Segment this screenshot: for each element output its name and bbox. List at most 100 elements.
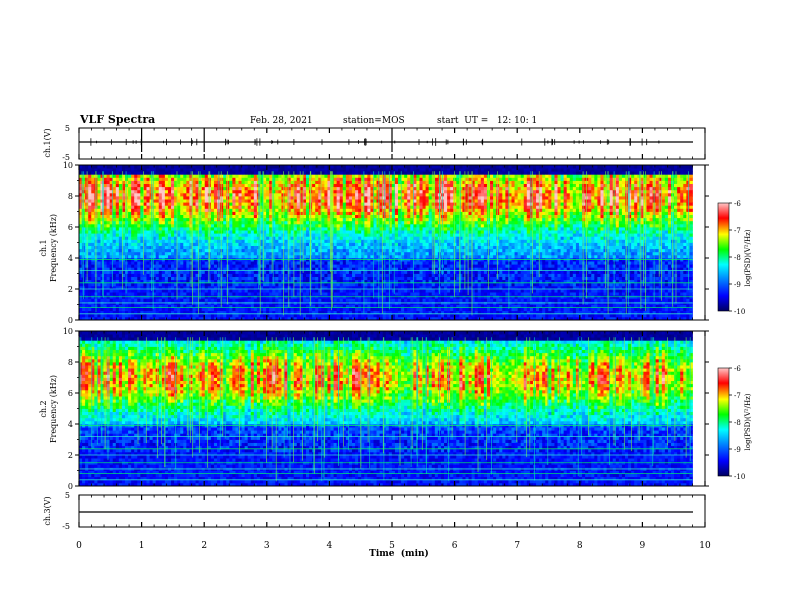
- spectrogram-cell: [278, 276, 282, 281]
- spectrogram-cell: [109, 261, 114, 265]
- spectrogram-cell: [370, 292, 374, 296]
- spectrogram-cell: [158, 251, 163, 256]
- spectrogram-cell: [269, 233, 273, 237]
- spectrogram-cell: [315, 313, 319, 318]
- spectrogram-cell: [256, 289, 261, 293]
- spectrogram-cell: [88, 230, 92, 234]
- spectrogram-cell: [131, 264, 135, 268]
- spectrogram-cell: [241, 273, 246, 277]
- figure-title: VLF Spectra: [79, 113, 155, 126]
- spectrogram-cell: [290, 208, 295, 212]
- spectrogram-cell: [183, 208, 187, 212]
- spectrogram-cell: [146, 254, 150, 259]
- spectrogram-cell: [174, 298, 178, 302]
- spectrogram-cell: [146, 186, 150, 191]
- spectrogram-cell: [269, 220, 273, 225]
- spectrogram-cell: [299, 192, 304, 197]
- spectrogram-cell: [161, 236, 166, 240]
- spectrogram-cell: [213, 168, 218, 172]
- spectrogram-cell: [247, 273, 252, 277]
- spectrogram-cell: [358, 168, 362, 172]
- spectrogram-cell: [376, 254, 381, 259]
- spectrogram-cell: [299, 217, 304, 222]
- spectrogram-cell: [302, 180, 307, 184]
- spectrogram-cell: [146, 285, 150, 290]
- spectrogram-cell: [272, 186, 276, 191]
- spectrogram-cell: [229, 205, 233, 209]
- spectrogram-cell: [241, 270, 246, 274]
- spectrogram-cell: [272, 276, 276, 281]
- spectrogram-cell: [161, 174, 166, 178]
- spectrogram-cell: [103, 196, 108, 200]
- spectrogram-cell: [201, 189, 206, 194]
- spectrogram-cell: [315, 298, 319, 302]
- spectrogram-cell: [180, 298, 184, 302]
- spectrogram-cell: [97, 316, 101, 321]
- spectrogram-cell: [247, 245, 252, 250]
- spectrogram-cell: [302, 186, 307, 191]
- spectrogram-cell: [180, 211, 184, 215]
- spectrogram-cell: [213, 254, 218, 259]
- spectrogram-cell: [302, 267, 307, 271]
- spectrogram-cell: [177, 292, 181, 296]
- spectrogram-cell: [364, 233, 368, 237]
- spectrogram-cell: [355, 239, 359, 243]
- spectrogram-cell: [121, 273, 126, 277]
- spectrogram-cell: [355, 267, 359, 271]
- spectrogram-cell: [232, 180, 236, 184]
- spectrogram-cell: [278, 220, 282, 225]
- spectrogram-cell: [121, 227, 126, 231]
- spectrogram-cell: [373, 196, 377, 200]
- spectrogram-cell: [100, 292, 104, 296]
- spectrogram-cell: [272, 292, 276, 296]
- spectrogram-cell: [118, 205, 123, 209]
- spectrogram-cell: [358, 289, 362, 293]
- spectrogram-cell: [321, 251, 325, 256]
- spectrogram-cell: [183, 199, 187, 203]
- spectrogram-cell: [109, 310, 114, 315]
- spectrogram-cell: [134, 239, 138, 243]
- spectrogram-cell: [88, 289, 92, 293]
- spectrogram-cell: [79, 310, 83, 315]
- spectrogram-cell: [263, 313, 267, 318]
- spectrogram-cell: [88, 236, 92, 240]
- spectrogram-cell: [232, 223, 236, 228]
- spectrogram-cell: [244, 289, 249, 293]
- spectrogram-cell: [100, 279, 104, 284]
- spectrogram-cell: [115, 267, 120, 271]
- spectrogram-cell: [376, 208, 381, 212]
- spectrogram-cell: [272, 270, 276, 274]
- spectrogram-cell: [229, 304, 233, 308]
- spectrogram-cell: [201, 316, 206, 321]
- spectrogram-cell: [235, 165, 239, 169]
- spectrogram-cell: [192, 168, 196, 172]
- spectrogram-cell: [128, 177, 132, 181]
- spectrogram-cell: [305, 261, 310, 265]
- spectrogram-cell: [210, 192, 215, 197]
- spectrogram-cell: [109, 267, 114, 271]
- spectrogram-cell: [327, 264, 331, 268]
- spectrogram-cell: [167, 298, 172, 302]
- spectrogram-cell: [287, 310, 292, 315]
- spectrogram-cell: [358, 304, 362, 308]
- spectrogram-cell: [367, 276, 371, 281]
- spectrogram-cell: [235, 211, 239, 215]
- spectrogram-cell: [155, 180, 160, 184]
- spectrogram-cell: [112, 205, 117, 209]
- spectrogram-cell: [373, 307, 377, 312]
- spectrogram-cell: [103, 177, 108, 181]
- spectrogram-cell: [348, 211, 353, 215]
- spectrogram-cell: [379, 292, 384, 296]
- spectrogram-cell: [213, 251, 218, 256]
- spectrogram-cell: [364, 186, 368, 191]
- spectrogram-cell: [121, 264, 126, 268]
- spectrogram-cell: [318, 254, 322, 259]
- spectrogram-cell: [244, 316, 249, 321]
- spectrogram-cell: [82, 310, 86, 315]
- spectrogram-cell: [342, 230, 347, 234]
- spectrogram-cell: [186, 233, 190, 237]
- spectrogram-cell: [312, 186, 316, 191]
- spectrogram-cell: [100, 285, 104, 290]
- spectrogram-cell: [333, 214, 338, 219]
- spectrogram-cell: [241, 186, 246, 191]
